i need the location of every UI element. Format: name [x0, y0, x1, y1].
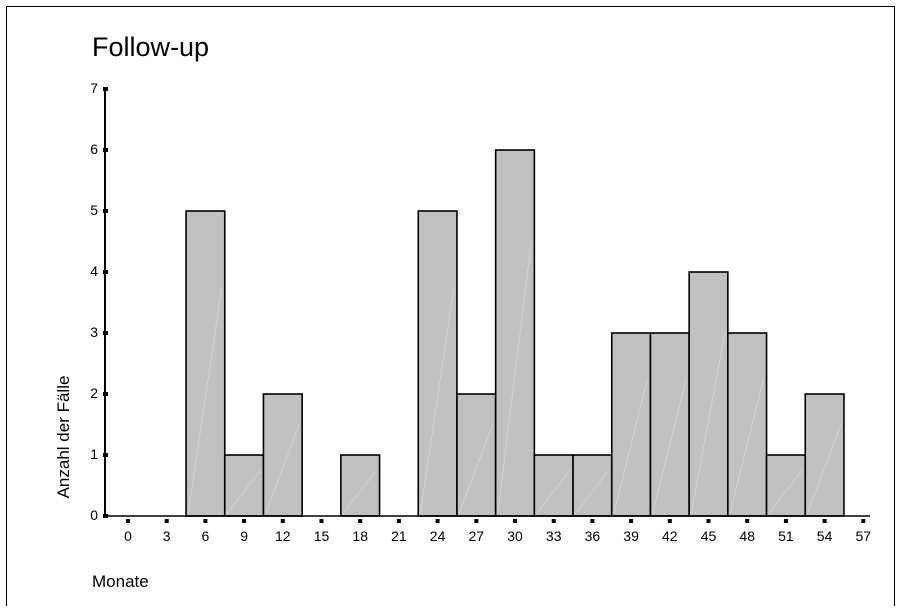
x-tick-label: 0 [124, 528, 132, 544]
x-tick-mark [435, 519, 440, 523]
bars-group [185, 149, 845, 517]
x-tick-label: 18 [352, 528, 368, 544]
bar-hatch-line [574, 470, 610, 515]
histogram-bar [765, 454, 807, 517]
y-tick-mark [103, 209, 108, 213]
x-tick-label: 33 [546, 528, 562, 544]
bar-hatch-line [806, 424, 842, 515]
bar-hatch-line [187, 287, 223, 515]
x-tick-mark [164, 519, 169, 523]
histogram-bar [262, 393, 303, 517]
x-tick-label: 6 [202, 528, 210, 544]
histogram-bar [340, 454, 381, 517]
x-tick-label: 48 [739, 528, 755, 544]
x-tick-mark [706, 519, 711, 523]
x-tick-mark [474, 519, 479, 523]
x-tick-label: 27 [469, 528, 485, 544]
y-tick-mark [103, 331, 108, 335]
histogram-bar [533, 454, 574, 517]
x-tick-mark [280, 519, 285, 523]
x-tick-label: 39 [623, 528, 639, 544]
histogram-bar [494, 149, 536, 517]
y-tick-label: 4 [90, 263, 98, 279]
x-tick-label: 21 [391, 528, 407, 544]
bar-hatch-line [226, 470, 261, 515]
bar-hatch-line [536, 470, 571, 515]
x-tick-mark [203, 519, 208, 523]
x-tick-mark [396, 519, 401, 523]
x-tick-mark [513, 519, 517, 523]
x-tick-label: 42 [662, 528, 678, 544]
bar-hatch-line [497, 241, 532, 515]
x-tick-label: 51 [778, 528, 794, 544]
chart-frame [6, 6, 895, 606]
bar-hatch-line [342, 470, 377, 515]
bar-hatch-line [768, 470, 803, 515]
x-tick-label: 24 [430, 528, 446, 544]
x-tick-label: 9 [240, 528, 248, 544]
y-tick-label: 3 [90, 324, 98, 340]
bar-hatch-line [265, 424, 300, 515]
y-tick-label: 1 [90, 446, 98, 462]
y-tick-mark [103, 514, 108, 518]
x-tick-mark [590, 519, 595, 523]
y-tick-label: 5 [90, 202, 98, 218]
histogram-bar [649, 332, 690, 517]
x-axis-label: Monate [92, 572, 149, 591]
histogram-bar [727, 332, 768, 517]
x-tick-mark [358, 519, 363, 523]
x-tick-label: 36 [585, 528, 601, 544]
x-tick-mark [629, 519, 634, 523]
x-tick-label: 57 [856, 528, 872, 544]
histogram-bar [417, 210, 458, 517]
y-tick-label: 0 [90, 507, 98, 523]
histogram-bar [688, 271, 729, 517]
bar-hatch-line [419, 287, 455, 515]
x-tick-label: 45 [701, 528, 717, 544]
x-tick-mark [745, 519, 750, 523]
histogram-bar [610, 332, 652, 517]
y-tick-label: 6 [90, 141, 98, 157]
histogram-bar [223, 454, 265, 517]
x-tick-mark [861, 519, 866, 523]
bar-hatch-line [729, 378, 764, 515]
histogram-bar [572, 454, 613, 517]
x-tick-mark [783, 519, 788, 523]
bar-hatch-line [613, 378, 648, 515]
y-tick-mark [103, 270, 108, 274]
x-tick-label: 54 [817, 528, 833, 544]
x-tick-label: 30 [507, 528, 523, 544]
bar-hatch-line [652, 378, 687, 515]
x-tick-label: 12 [275, 528, 291, 544]
x-tick-mark [667, 519, 672, 523]
x-tick-mark [822, 519, 827, 523]
y-tick-label: 7 [90, 80, 98, 96]
x-tick-label: 3 [163, 528, 171, 544]
y-tick-mark [103, 453, 108, 457]
y-tick-mark [103, 148, 108, 152]
y-tick-label: 2 [90, 385, 98, 401]
x-tick-mark [126, 519, 130, 523]
x-tick-mark [551, 519, 556, 523]
histogram-bar [804, 393, 845, 517]
bar-hatch-line [690, 332, 726, 515]
x-tick-mark [242, 519, 247, 523]
histogram-bar [456, 393, 497, 517]
y-tick-mark [103, 392, 108, 396]
chart-title: Follow-up [92, 32, 210, 62]
x-tick-mark [319, 519, 324, 523]
x-tick-label: 15 [314, 528, 330, 544]
bar-hatch-line [458, 424, 494, 515]
y-tick-mark [103, 87, 108, 91]
histogram-bar [185, 210, 226, 517]
